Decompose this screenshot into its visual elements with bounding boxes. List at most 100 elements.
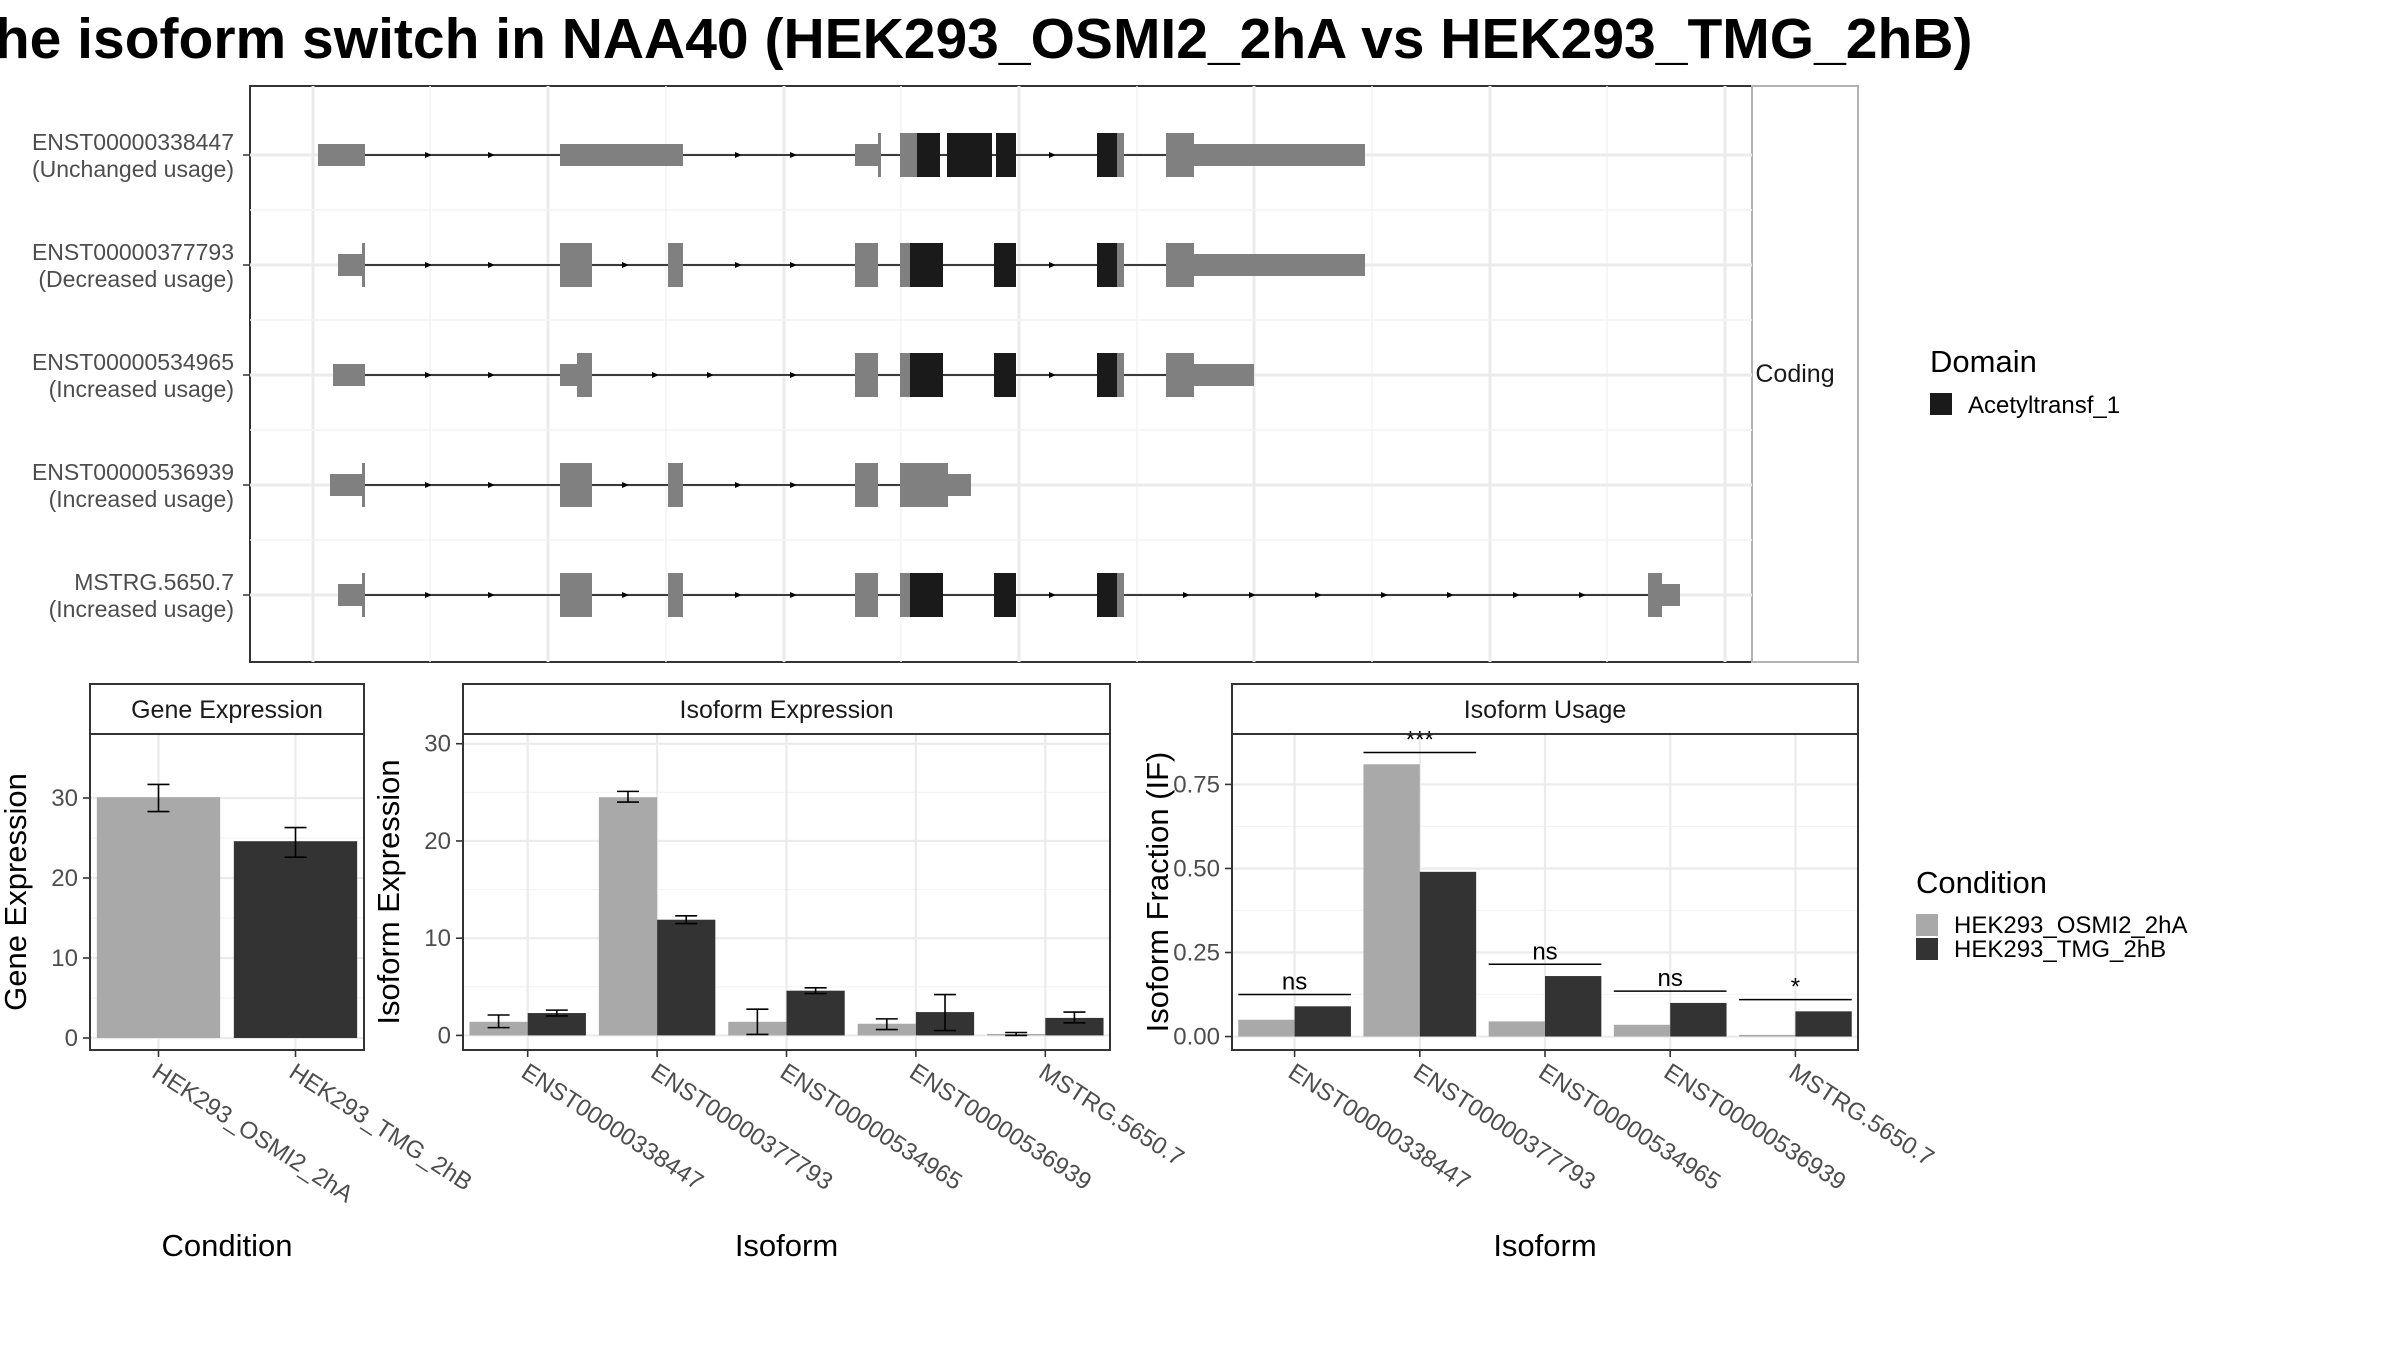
intron-arrow <box>735 262 742 268</box>
intron-arrow <box>1049 372 1056 378</box>
intron-arrow <box>488 592 495 598</box>
coding-exon <box>855 243 878 287</box>
error-bar <box>545 1009 568 1017</box>
facet-strip-title: Isoform Expression <box>680 696 894 724</box>
bar <box>1363 764 1420 1037</box>
legend-label-acetyltransf: Acetyltransf_1 <box>1968 392 2120 419</box>
chart-1: Isoform Expression0102030ENST00000338447… <box>371 683 1189 1263</box>
bar <box>96 797 221 1038</box>
coding-exon <box>900 133 917 177</box>
domain-exon <box>1097 133 1117 177</box>
y-tick-label: 0.75 <box>1173 771 1220 798</box>
bar <box>1488 1021 1545 1037</box>
coding-exon <box>900 573 910 617</box>
transcript-id-label: ENST00000534965 <box>32 349 234 375</box>
domain-exon <box>910 353 943 397</box>
domain-legend-title: Domain <box>1930 344 2037 379</box>
facet-strip <box>462 683 1111 735</box>
transcript-id-label: ENST00000536939 <box>32 459 234 485</box>
coding-exon <box>362 243 365 287</box>
transcript-row <box>330 463 971 507</box>
domain-exon <box>910 243 943 287</box>
intron-arrow <box>425 372 432 378</box>
legend-key-acetyltransf <box>1930 393 1952 415</box>
coding-exon <box>560 243 592 287</box>
bar <box>1613 1024 1671 1037</box>
transcript-row <box>338 243 1365 287</box>
coding-exon <box>1648 573 1662 617</box>
intron-arrow <box>488 152 495 158</box>
intron-arrow <box>1183 592 1190 598</box>
coding-exon <box>668 463 683 507</box>
significance-label: ns <box>1282 969 1307 996</box>
error-bar <box>804 986 827 995</box>
coding-exon <box>577 353 592 397</box>
transcript-id-label: ENST00000338447 <box>32 129 234 155</box>
error-bar <box>284 826 307 859</box>
intron-arrow <box>1513 592 1520 598</box>
intron-arrow <box>735 592 742 598</box>
transcript-row <box>333 353 1254 397</box>
coding-exon <box>362 463 365 507</box>
intron-arrow <box>1381 592 1388 598</box>
utr-exon <box>330 474 362 496</box>
intron-arrow <box>1049 262 1056 268</box>
coding-exon <box>900 463 948 507</box>
panel-border <box>89 733 365 1051</box>
coding-exon <box>855 353 878 397</box>
utr-exon <box>1662 584 1680 606</box>
transcript-row <box>338 573 1680 617</box>
coding-exon <box>668 573 683 617</box>
utr-exon <box>855 144 878 166</box>
intron-arrow <box>425 592 432 598</box>
bar <box>598 797 658 1036</box>
condition-legend: Condition HEK293_OSMI2_2hA HEK293_TMG_2h… <box>1916 865 2187 963</box>
error-bar <box>487 1014 510 1029</box>
coding-exon <box>855 573 878 617</box>
bar <box>786 990 845 1036</box>
intron-arrow <box>1315 592 1322 598</box>
transcript-id-label: MSTRG.5650.7 <box>74 569 234 595</box>
bar <box>657 919 716 1036</box>
error-bar <box>1005 1031 1028 1037</box>
utr-exon <box>318 144 365 166</box>
intron-arrow <box>488 372 495 378</box>
y-tick-label: 10 <box>424 925 451 952</box>
x-axis-title: Isoform <box>1493 1228 1596 1263</box>
error-bar <box>934 993 957 1032</box>
utr-exon <box>560 364 577 386</box>
intron-arrow <box>707 372 714 378</box>
coding-exon <box>1117 243 1124 287</box>
y-axis-title: Isoform Fraction (IF) <box>1140 752 1175 1033</box>
y-tick-label: 20 <box>51 865 78 892</box>
utr-exon <box>1194 364 1254 386</box>
y-tick-label: 0.25 <box>1173 940 1220 967</box>
domain-exon <box>1097 573 1117 617</box>
legend-label-osmi2: HEK293_OSMI2_2hA <box>1954 912 2187 939</box>
bar <box>233 841 358 1038</box>
significance-label: ns <box>1658 965 1683 992</box>
figure-title: The isoform switch in NAA40 (HEK293_OSMI… <box>0 7 1972 71</box>
condition-legend-title: Condition <box>1916 865 2047 900</box>
coding-exon <box>362 573 365 617</box>
coding-exon <box>1166 353 1194 397</box>
y-tick-label: 0.50 <box>1173 855 1220 882</box>
y-tick-label: 0 <box>438 1022 451 1049</box>
facet-strip <box>89 683 365 735</box>
intron-arrow <box>1249 592 1256 598</box>
intron-arrow <box>790 262 797 268</box>
legend-label-tmg: HEK293_TMG_2hB <box>1954 936 2166 963</box>
intron-arrow <box>735 152 742 158</box>
facet-strip-title: Gene Expression <box>131 696 323 724</box>
facet-strip-title: Isoform Usage <box>1464 696 1627 724</box>
domain-legend: Domain Acetyltransf_1 <box>1930 344 2120 419</box>
intron-arrow <box>790 592 797 598</box>
intron-arrow <box>735 482 742 488</box>
error-bar <box>746 1008 769 1036</box>
intron-arrow <box>790 482 797 488</box>
coding-exon <box>560 463 592 507</box>
transcript-usage-label: (Increased usage) <box>49 486 234 512</box>
transcript-usage-label: (Increased usage) <box>49 596 234 622</box>
coding-exon <box>855 463 878 507</box>
coding-exon <box>1117 133 1124 177</box>
